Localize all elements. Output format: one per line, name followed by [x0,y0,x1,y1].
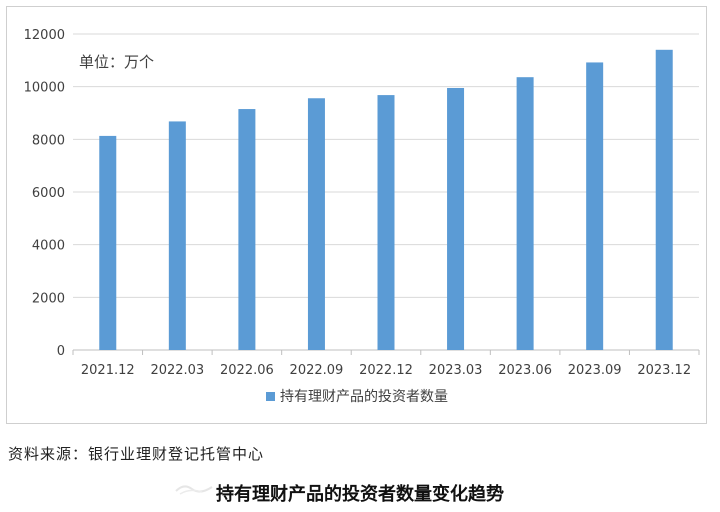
bar-2023.03 [447,87,465,350]
bar-chart: 0 2000 4000 6000 8000 10000 12000 2021.12 2022.… [24,28,700,405]
x-tick-label: 2022.03 [150,363,204,378]
legend: 持有理财产品的投资者数量 [266,389,448,405]
bar-2021.12 [99,135,117,350]
y-tick-label: 8000 [32,133,65,148]
chart-frame: 0 2000 4000 6000 8000 10000 12000 2021.12 2022.… [6,6,707,424]
legend-label: 持有理财产品的投资者数量 [280,389,448,405]
bars [99,49,673,351]
bar-2022.09 [307,98,325,351]
x-tick-label: 2023.12 [637,363,691,378]
x-tick-label: 2022.06 [220,363,274,378]
legend-swatch [266,392,275,401]
y-tick-label: 4000 [32,239,65,254]
x-tick-label: 2022.12 [359,363,413,378]
y-tick-label: 12000 [24,28,65,43]
figure-caption: 持有理财产品的投资者数量变化趋势 [216,484,504,505]
watermark-icon [175,485,213,495]
x-tick-label: 2023.03 [429,363,483,378]
y-tick-label: 10000 [24,81,65,96]
x-tick-label: 2023.09 [568,363,622,378]
bar-2022.12 [377,95,395,351]
bar-2023.12 [655,49,673,351]
y-tick-label: 2000 [32,291,65,306]
x-tick-label: 2022.09 [290,363,344,378]
bar-2023.06 [516,77,534,350]
y-tick-label: 6000 [32,186,65,201]
bar-2022.06 [238,109,256,350]
y-axis-ticks: 0 2000 4000 6000 8000 10000 12000 [24,28,65,359]
bar-2023.09 [586,62,604,350]
x-axis-ticks: 2021.12 2022.03 2022.06 2022.09 2022.12 2023.… [72,350,700,378]
unit-label: 单位：万个 [79,53,155,71]
source-note: 资料来源：银行业理财登记托管中心 [8,445,265,463]
y-tick-label: 0 [57,344,65,359]
x-tick-label: 2023.06 [498,363,552,378]
bar-2022.03 [168,121,186,350]
x-tick-label: 2021.12 [81,363,135,378]
